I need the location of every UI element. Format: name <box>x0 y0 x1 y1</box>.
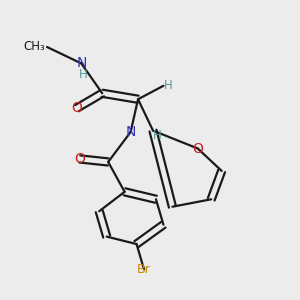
Text: N: N <box>125 125 136 139</box>
Text: H: H <box>164 79 172 92</box>
Text: CH₃: CH₃ <box>24 40 46 53</box>
Text: O: O <box>74 152 85 166</box>
Text: H: H <box>79 68 88 81</box>
Text: O: O <box>192 142 203 155</box>
Text: O: O <box>71 101 82 115</box>
Text: H: H <box>153 129 162 142</box>
Text: Br: Br <box>137 263 151 276</box>
Text: N: N <box>76 56 86 70</box>
